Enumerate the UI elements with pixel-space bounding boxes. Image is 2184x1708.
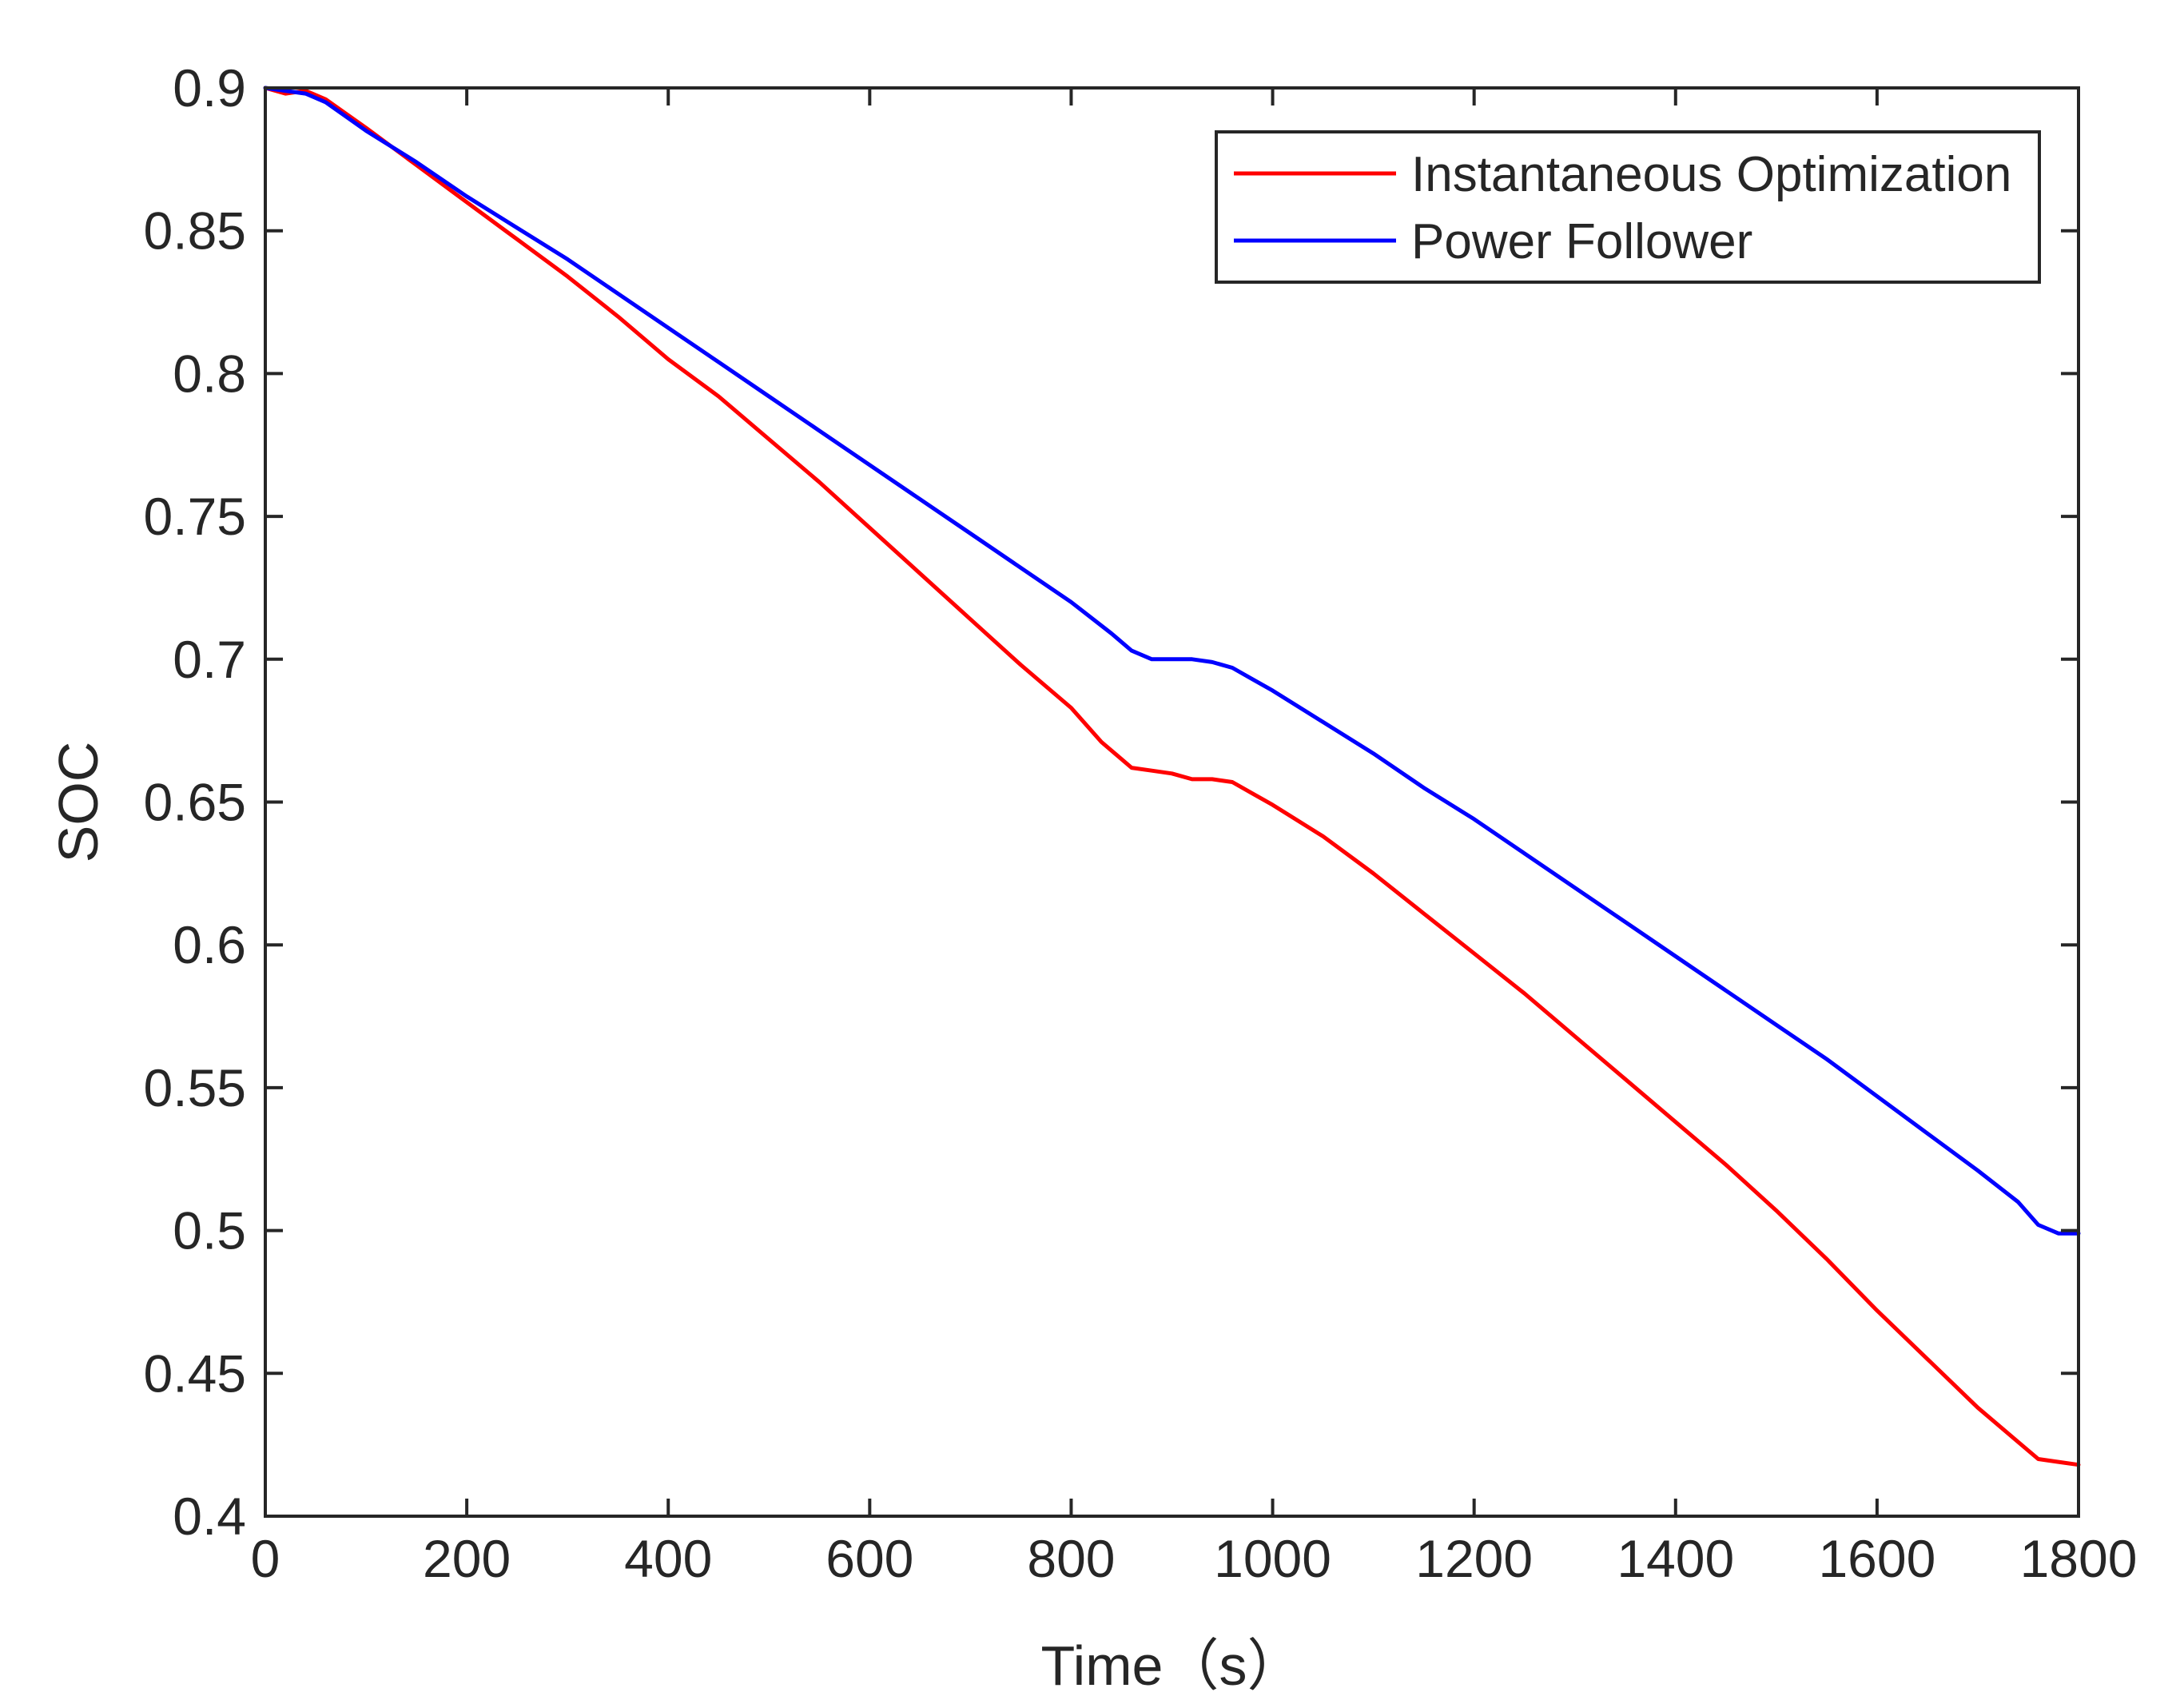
y-tick-label: 0.9 <box>173 58 246 117</box>
x-tick-label: 1000 <box>1214 1529 1331 1588</box>
y-tick-label: 0.85 <box>144 201 246 261</box>
x-axis-label: Time（s） <box>1041 1634 1303 1697</box>
legend-label-power-follower: Power Follower <box>1411 214 1752 269</box>
x-tick-label: 600 <box>825 1529 913 1588</box>
y-tick-label: 0.8 <box>173 344 246 403</box>
legend-box <box>1215 130 2041 284</box>
y-tick-label: 0.6 <box>173 915 246 974</box>
y-tick-label: 0.5 <box>173 1201 246 1260</box>
x-tick-label: 400 <box>624 1529 712 1588</box>
legend: Instantaneous Optimization Power Follower <box>1215 130 2041 284</box>
x-tick-label: 1800 <box>2020 1529 2138 1588</box>
x-tick-label: 1600 <box>1818 1529 1935 1588</box>
y-tick-label: 0.55 <box>144 1058 246 1117</box>
legend-label-instantaneous-optimization: Instantaneous Optimization <box>1411 147 2011 202</box>
y-tick-label: 0.4 <box>173 1487 246 1546</box>
y-tick-label: 0.7 <box>173 630 246 689</box>
y-tick-label: 0.45 <box>144 1344 246 1403</box>
x-tick-label: 200 <box>423 1529 511 1588</box>
y-axis-label: SOC <box>47 742 109 863</box>
x-tick-label: 1200 <box>1415 1529 1533 1588</box>
ticks-layer: 0 200 400 600 800 1000 1200 1400 1600 1800 0.4 0.45… <box>144 58 2138 1588</box>
series-layer <box>263 86 2081 1467</box>
y-tick-label: 0.65 <box>144 773 246 832</box>
x-tick-label: 0 <box>251 1529 280 1588</box>
x-tick-label: 800 <box>1027 1529 1115 1588</box>
plot-background <box>265 88 2079 1516</box>
series-line-power-follower <box>263 86 2081 1236</box>
x-tick-label: 1400 <box>1617 1529 1734 1588</box>
y-tick-label: 0.75 <box>144 487 246 546</box>
series-line-instantaneous-optimization <box>263 86 2081 1467</box>
plot-area <box>265 88 2079 1516</box>
